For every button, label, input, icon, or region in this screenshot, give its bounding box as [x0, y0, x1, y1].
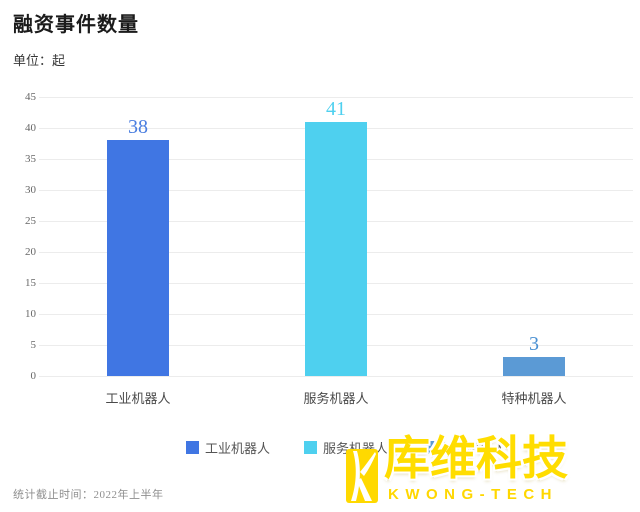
y-axis-tick-label: 5 [30, 339, 37, 351]
bar-服务机器人 [305, 121, 367, 376]
bar-工业机器人 [107, 140, 169, 376]
unit-label: 单位：起 [13, 53, 66, 68]
watermark-cn-text: 库维科技 [384, 433, 568, 484]
y-axis-tick-label: 40 [25, 122, 36, 134]
legend-item: 特种机器人 [422, 438, 506, 457]
y-axis-tick-label: 30 [25, 184, 36, 196]
y-axis-tick-label: 25 [25, 215, 36, 227]
legend-item: 工业机器人 [186, 438, 270, 457]
y-axis-tick-label: 0 [30, 370, 37, 382]
y-axis-tick-label: 10 [25, 308, 36, 320]
kwong-tech-logo-icon [346, 449, 378, 503]
legend-label: 工业机器人 [205, 441, 271, 456]
chart-title: 融资事件数量 [13, 14, 139, 36]
y-axis-tick-label: 35 [25, 153, 36, 165]
x-axis-category-label: 特种机器人 [501, 391, 567, 406]
legend-label: 特种机器人 [441, 441, 507, 456]
legend-swatch [304, 441, 318, 454]
watermark: 库维科技 KWONG-TECH [344, 433, 594, 509]
bar-value-label: 38 [128, 116, 148, 139]
bar-value-label: 3 [529, 333, 539, 356]
watermark-en-text: KWONG-TECH [388, 486, 558, 503]
x-axis-category-label: 服务机器人 [303, 391, 369, 406]
y-axis-tick-label: 45 [25, 91, 36, 103]
footer-note: 统计截止时间：2022年上半年 [13, 489, 164, 501]
gridline [39, 376, 633, 377]
gridline [39, 97, 633, 98]
bar-value-label: 41 [326, 97, 346, 120]
bar-特种机器人 [503, 357, 565, 376]
legend-swatch [422, 441, 436, 454]
x-axis-category-label: 工业机器人 [105, 391, 171, 406]
y-axis-tick-label: 15 [25, 277, 36, 289]
legend-swatch [186, 441, 199, 454]
y-axis-tick-label: 20 [25, 246, 36, 258]
